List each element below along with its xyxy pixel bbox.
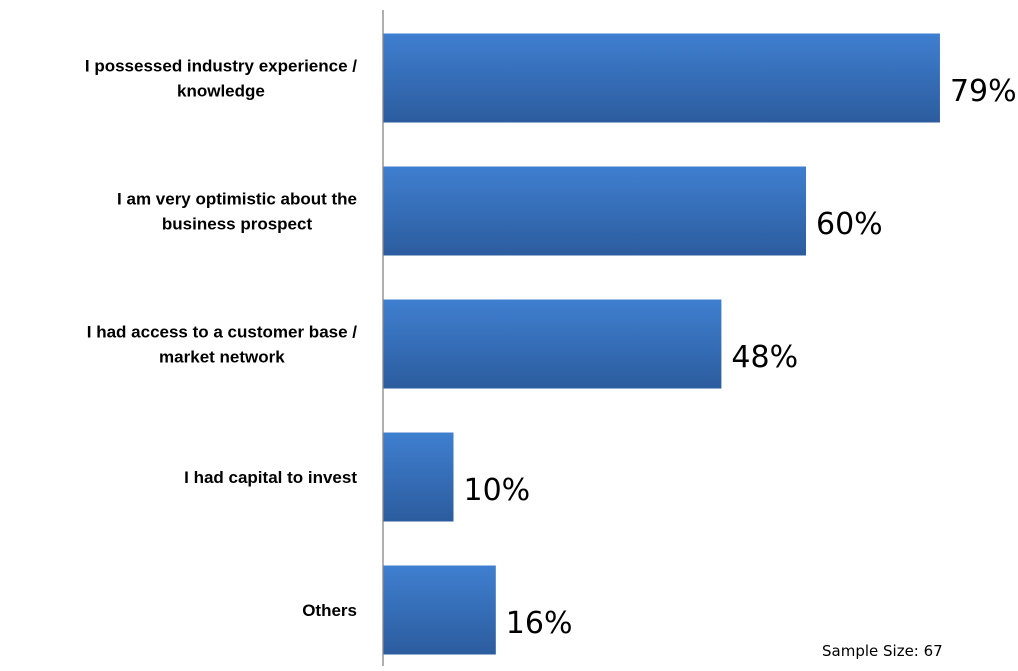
data-label: 60% [816, 207, 883, 242]
category-label: I am very optimistic about the [117, 190, 357, 209]
bar-group [383, 33, 940, 655]
value-label-group: 79% 60% 48% 10% 16% [464, 74, 1017, 641]
data-label: 10% [464, 473, 531, 508]
bar [383, 432, 454, 522]
bar [383, 565, 496, 655]
category-label-group: I possessed industry experience / knowled… [85, 57, 357, 621]
category-label: I had access to a customer base / [87, 323, 358, 342]
data-label: 79% [950, 74, 1017, 109]
bar [383, 166, 806, 256]
category-label: I had capital to invest [184, 468, 357, 487]
bar [383, 299, 722, 389]
data-label: 48% [731, 340, 798, 375]
sample-size-note: Sample Size: 67 [822, 642, 943, 660]
bar [383, 33, 940, 123]
category-label: Others [302, 601, 357, 620]
category-label: market network [159, 348, 285, 367]
category-label: knowledge [177, 82, 265, 101]
category-label: I possessed industry experience / [85, 57, 357, 76]
data-label: 16% [506, 606, 573, 641]
category-label: business prospect [162, 215, 313, 234]
